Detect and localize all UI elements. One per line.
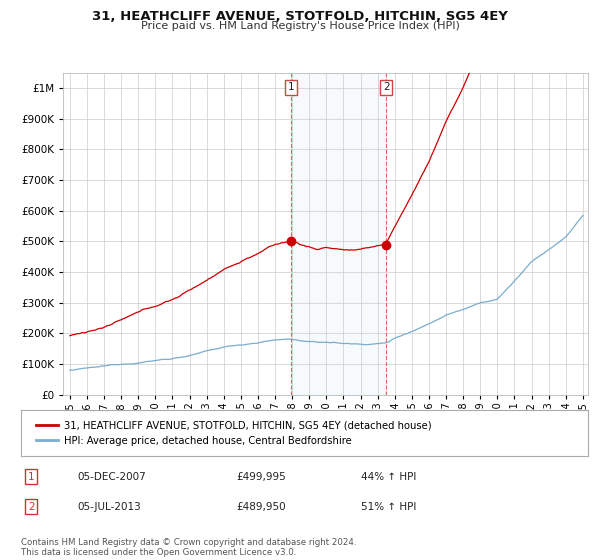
Text: Price paid vs. HM Land Registry's House Price Index (HPI): Price paid vs. HM Land Registry's House … bbox=[140, 21, 460, 31]
Text: Contains HM Land Registry data © Crown copyright and database right 2024.
This d: Contains HM Land Registry data © Crown c… bbox=[21, 538, 356, 557]
Legend: 31, HEATHCLIFF AVENUE, STOTFOLD, HITCHIN, SG5 4EY (detached house), HPI: Average: 31, HEATHCLIFF AVENUE, STOTFOLD, HITCHIN… bbox=[32, 417, 435, 450]
Text: £499,995: £499,995 bbox=[236, 472, 286, 482]
Text: 2: 2 bbox=[28, 502, 35, 512]
Text: 05-JUL-2013: 05-JUL-2013 bbox=[78, 502, 142, 512]
Text: 2: 2 bbox=[383, 82, 389, 92]
Text: 1: 1 bbox=[287, 82, 294, 92]
Text: 51% ↑ HPI: 51% ↑ HPI bbox=[361, 502, 416, 512]
Text: 1: 1 bbox=[28, 472, 35, 482]
Text: 44% ↑ HPI: 44% ↑ HPI bbox=[361, 472, 416, 482]
Text: £489,950: £489,950 bbox=[236, 502, 286, 512]
Bar bbox=[291, 73, 386, 395]
Text: 31, HEATHCLIFF AVENUE, STOTFOLD, HITCHIN, SG5 4EY: 31, HEATHCLIFF AVENUE, STOTFOLD, HITCHIN… bbox=[92, 10, 508, 23]
Text: 05-DEC-2007: 05-DEC-2007 bbox=[78, 472, 146, 482]
